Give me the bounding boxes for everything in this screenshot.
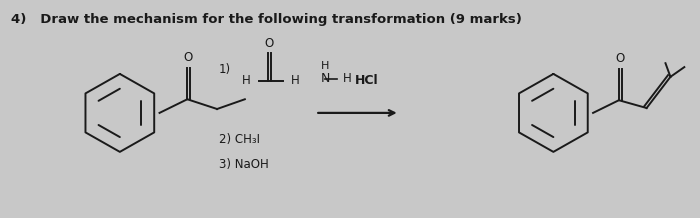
Text: 4)   Draw the mechanism for the following transformation (9 marks): 4) Draw the mechanism for the following … [10, 12, 522, 26]
Text: $\mathdefault{N}$: $\mathdefault{N}$ [320, 72, 330, 85]
Text: 1): 1) [219, 63, 231, 76]
Text: H: H [290, 74, 299, 87]
Text: H: H [343, 72, 352, 85]
Text: O: O [183, 51, 193, 64]
Text: H: H [321, 61, 330, 71]
Text: H: H [242, 74, 251, 87]
Text: O: O [264, 37, 273, 49]
Text: HCl: HCl [355, 74, 379, 87]
Text: 2) CH₃I: 2) CH₃I [219, 133, 260, 146]
Text: 3) NaOH: 3) NaOH [219, 158, 269, 171]
Text: O: O [615, 52, 624, 65]
